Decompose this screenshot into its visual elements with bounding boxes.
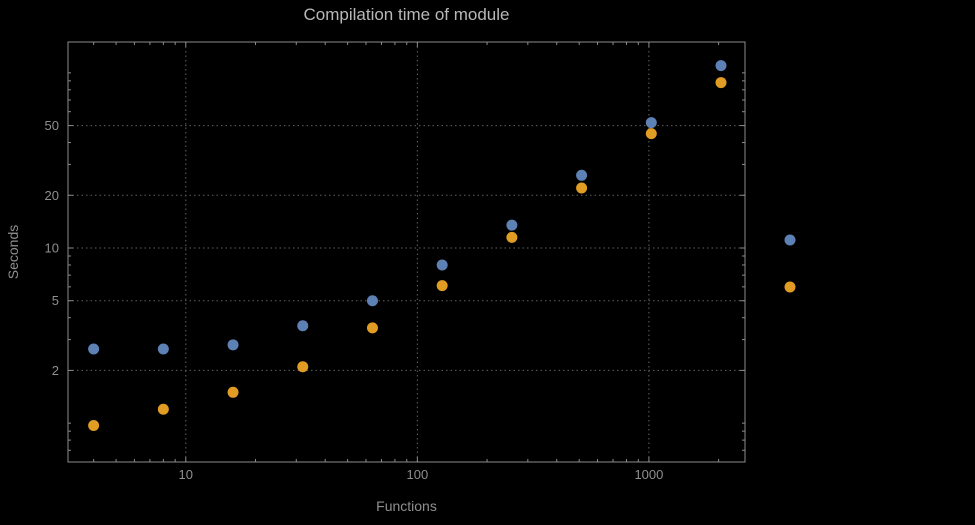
data-point-series-2 xyxy=(436,280,448,292)
data-point-series-2 xyxy=(88,419,100,431)
data-point-series-1 xyxy=(576,169,588,181)
data-point-series-1 xyxy=(88,343,100,355)
x-tick-label: 1000 xyxy=(634,467,663,482)
data-point-series-2 xyxy=(366,322,378,334)
chart-title: Compilation time of module xyxy=(303,5,510,24)
data-point-series-1 xyxy=(715,60,727,72)
data-point-series-1 xyxy=(436,259,448,271)
legend-marker-1 xyxy=(784,234,796,246)
y-tick-label: 2 xyxy=(52,363,59,378)
data-point-series-2 xyxy=(227,386,239,398)
y-tick-label: 10 xyxy=(45,240,59,255)
data-point-series-1 xyxy=(297,320,309,332)
legend-marker-2 xyxy=(784,281,796,293)
data-point-series-2 xyxy=(297,361,309,373)
x-axis-label: Functions xyxy=(376,498,437,514)
plot-frame xyxy=(67,41,746,463)
data-point-series-1 xyxy=(227,339,239,351)
data-point-series-1 xyxy=(506,219,518,231)
y-tick-label: 50 xyxy=(45,118,59,133)
data-point-series-1 xyxy=(157,343,169,355)
data-point-series-2 xyxy=(645,128,657,140)
data-point-series-2 xyxy=(506,231,518,243)
data-point-series-2 xyxy=(576,182,588,194)
data-point-series-2 xyxy=(157,403,169,415)
data-point-series-1 xyxy=(645,117,657,129)
y-tick-label: 5 xyxy=(52,293,59,308)
data-point-series-2 xyxy=(715,77,727,89)
x-tick-label: 10 xyxy=(179,467,193,482)
x-tick-label: 100 xyxy=(406,467,428,482)
data-point-series-1 xyxy=(366,295,378,307)
y-tick-label: 20 xyxy=(45,188,59,203)
